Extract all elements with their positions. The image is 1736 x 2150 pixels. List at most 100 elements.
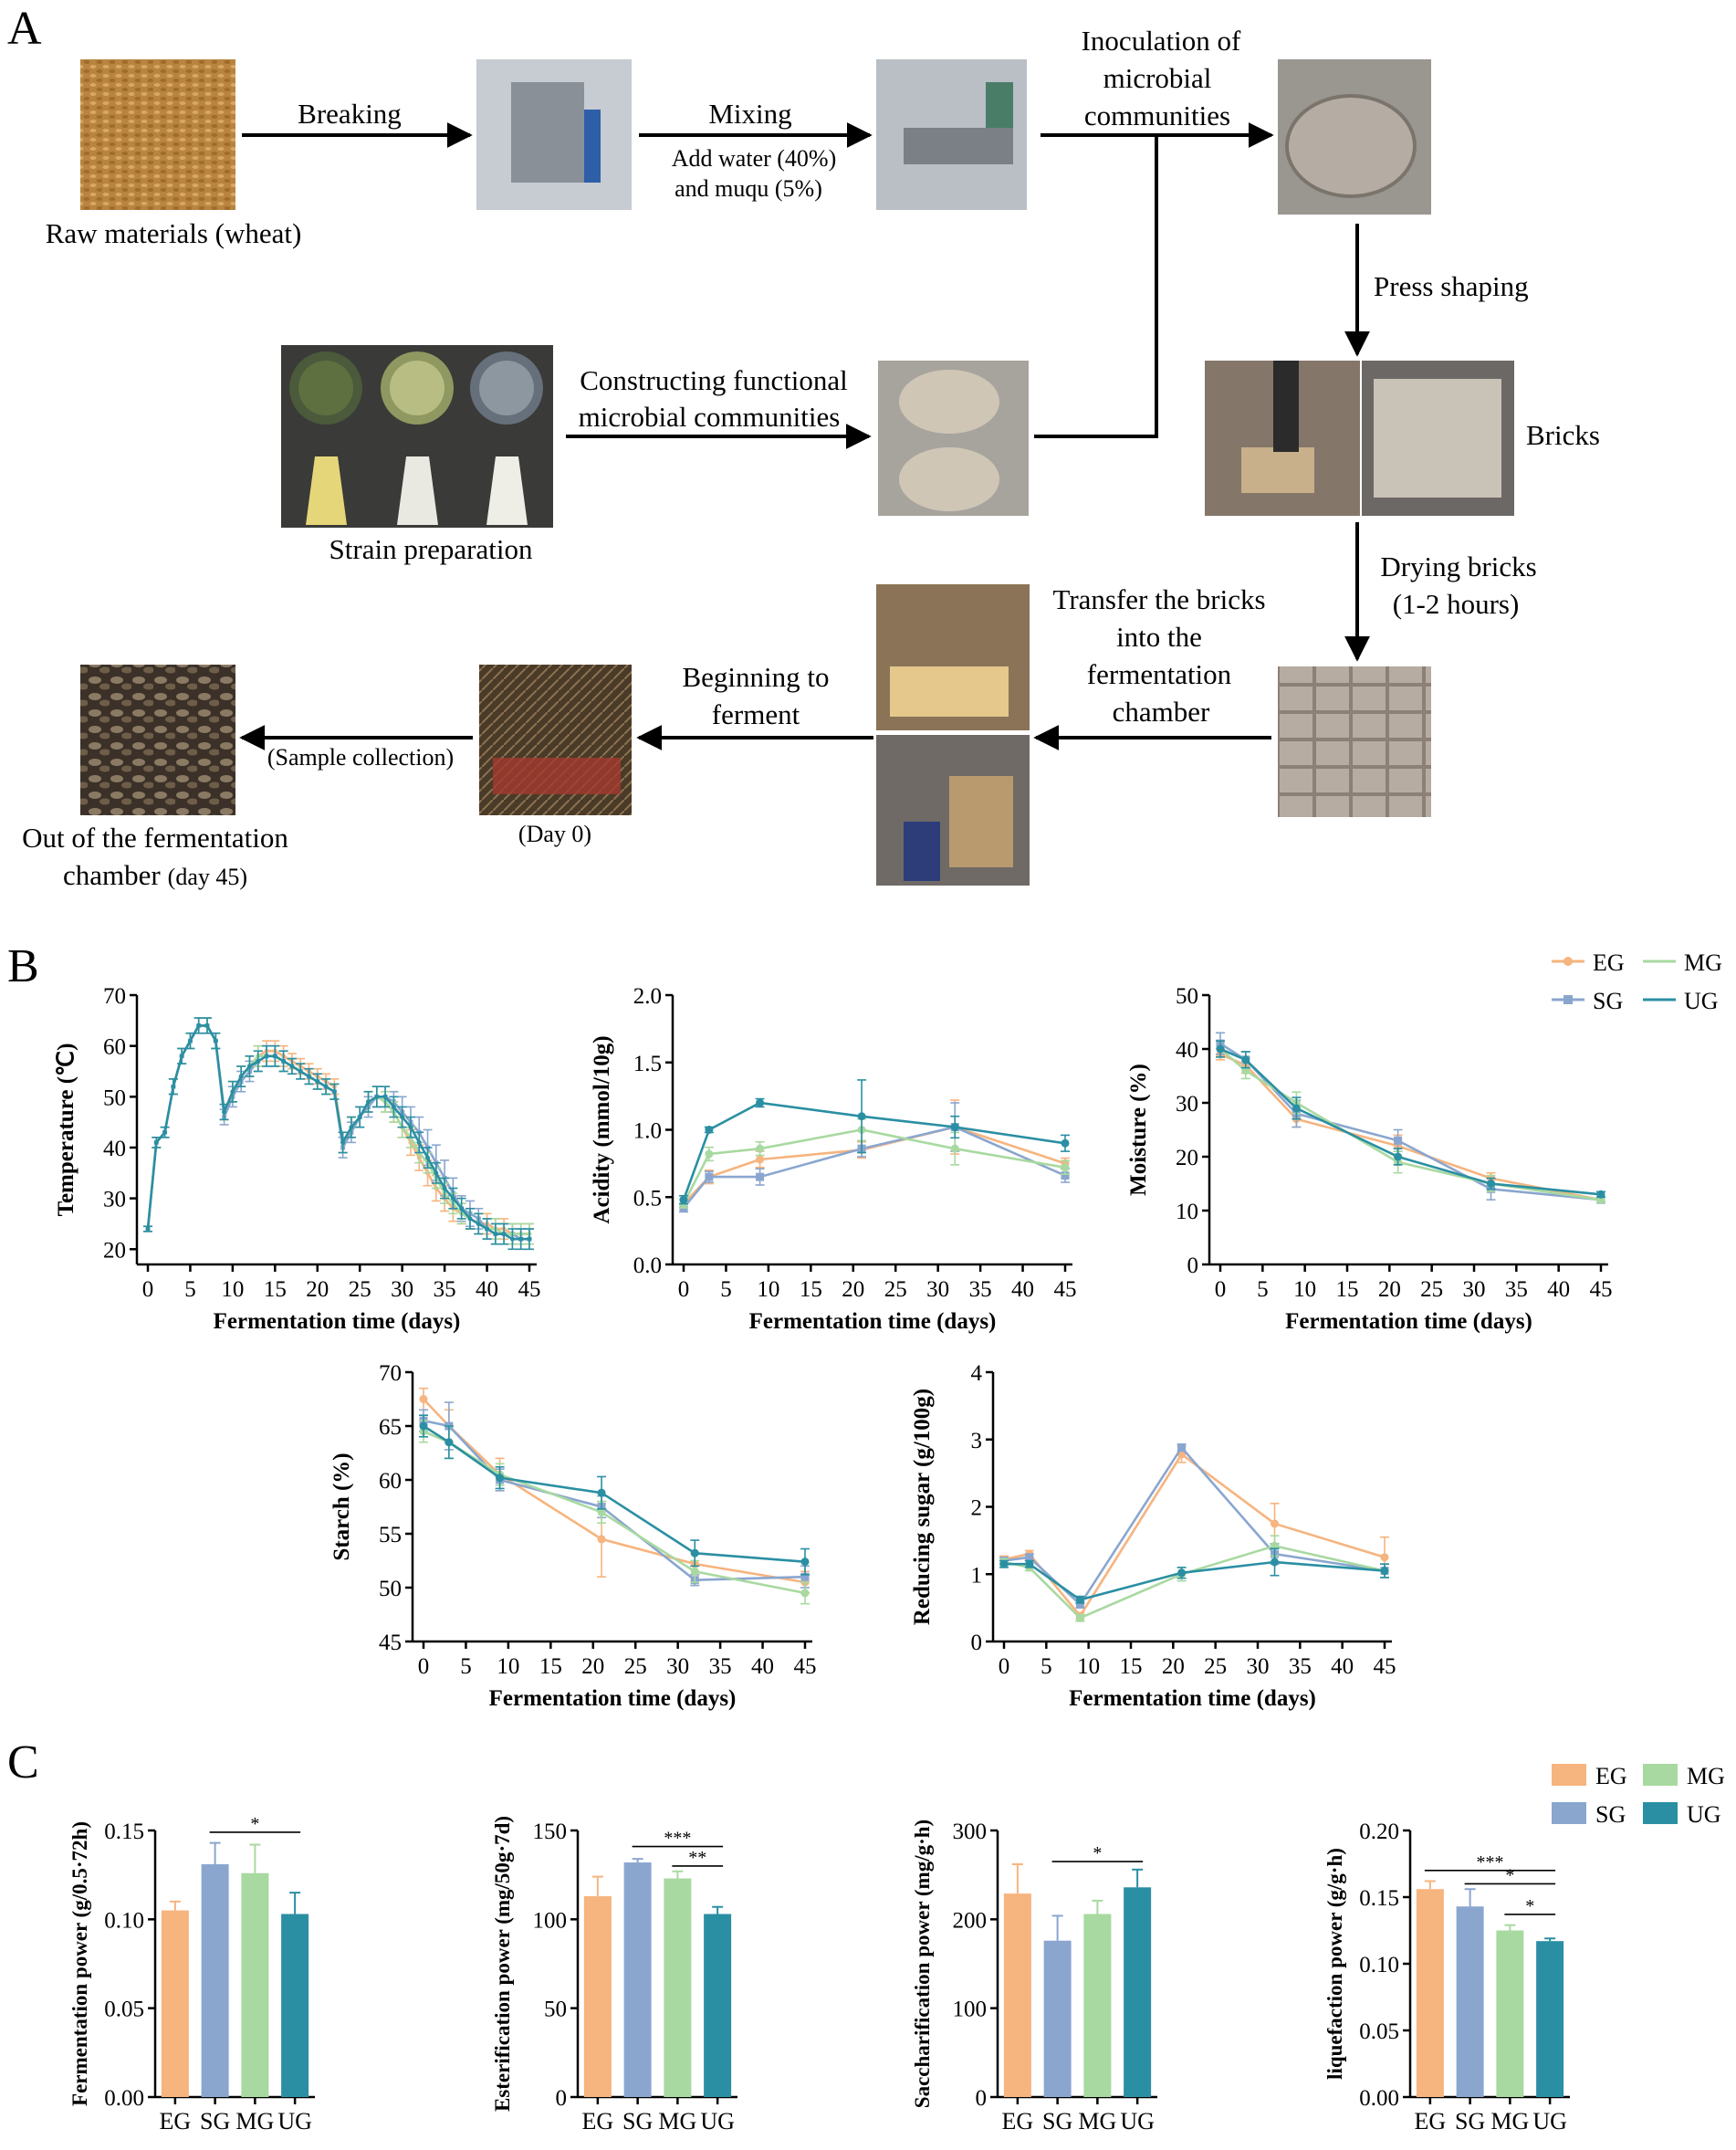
y-tick-label: 0.00: [1359, 2086, 1399, 2111]
data-point: [196, 1023, 202, 1028]
photo-mixing-machine: [876, 59, 1027, 210]
series-line: [1004, 1560, 1386, 1601]
photo-fermentation-start: [479, 665, 632, 815]
data-point: [527, 1236, 532, 1242]
panel-label-c: C: [7, 1736, 39, 1788]
chart-temperature: 20 30 40 50 60 70 Temperature (℃) 0 5 10 15 20 25 30 3…: [54, 984, 541, 1334]
x-tick-label: 25: [349, 1277, 371, 1302]
data-point: [230, 1089, 235, 1095]
bar-sg: [1456, 1906, 1484, 2097]
x-tick-label: 20: [1162, 1654, 1185, 1679]
bar-sg: [623, 1862, 652, 2097]
data-point: [597, 1535, 606, 1544]
legend-c-mg: MG: [1687, 1763, 1725, 1789]
y-tick-label: 20: [103, 1238, 126, 1263]
data-point: [950, 1123, 959, 1132]
series-line: [146, 1024, 529, 1235]
bar-mg: [1496, 1930, 1524, 2097]
data-point: [366, 1099, 371, 1105]
data-point: [153, 1139, 159, 1145]
y-tick-label: 65: [379, 1415, 402, 1440]
data-point: [1075, 1595, 1084, 1604]
data-point: [272, 1054, 277, 1059]
significance-label: ***: [1477, 1852, 1504, 1872]
data-point: [306, 1074, 311, 1079]
chart-reducing-sugar: 0 1 2 3 4 Reducing sugar (g/100g) 0 5 10 15 20 25 30…: [910, 1361, 1396, 1711]
label-sample-collection: (Sample collection): [267, 744, 454, 771]
y-tick-label: 40: [1176, 1038, 1198, 1063]
series-line: [1219, 1048, 1602, 1201]
x-tick-label: EG: [160, 2108, 192, 2134]
label-begin-1: Beginning to: [682, 661, 829, 693]
data-point: [450, 1196, 455, 1201]
y-tick-label: 20: [1176, 1146, 1198, 1170]
label-transfer-3: fermentation: [1087, 658, 1232, 690]
data-point: [756, 1098, 765, 1107]
series-ug: [143, 1017, 534, 1251]
y-tick-label: 1.5: [633, 1052, 662, 1076]
panel-label-b: B: [7, 940, 39, 992]
y-tick-label: 0.15: [104, 1820, 144, 1844]
data-point: [315, 1079, 320, 1085]
x-tick-label: 30: [666, 1654, 689, 1679]
x-tick-label: 30: [926, 1277, 949, 1302]
data-point: [857, 1112, 866, 1121]
bar-ug: [704, 1914, 732, 2097]
x-tick-label: 0: [678, 1277, 690, 1302]
bar-eg: [1003, 1893, 1031, 2097]
x-tick-label: 15: [1120, 1654, 1143, 1679]
series-eg: [999, 1445, 1389, 1620]
y-tick-label: 50: [103, 1085, 126, 1110]
series-line: [1219, 1043, 1602, 1201]
y-axis-title: Acidity (mmol/10g): [590, 1035, 614, 1223]
series-line: [423, 1398, 806, 1584]
x-tick-label: SG: [1455, 2108, 1485, 2134]
photo-press-shaping: [1205, 361, 1360, 516]
bar-ug: [1124, 1887, 1152, 2097]
data-point: [179, 1054, 184, 1059]
series-mg: [999, 1535, 1389, 1622]
x-tick-label: 5: [460, 1654, 472, 1679]
label-out-chamber: chamber: [63, 859, 161, 891]
x-tick-label: 40: [1011, 1277, 1034, 1302]
chart-moisture: 0 10 20 30 40 50 Moisture (%) 0 5 10 15 20 25 30 35 40 4…: [1126, 984, 1613, 1334]
data-point: [408, 1125, 413, 1130]
x-tick-label: UG: [277, 2108, 312, 2134]
label-begin-2: ferment: [712, 698, 800, 730]
data-point: [238, 1074, 244, 1079]
label-transfer-4: chamber: [1113, 696, 1210, 728]
significance-label: **: [688, 1848, 706, 1868]
x-tick-label: 15: [539, 1654, 562, 1679]
data-point: [501, 1232, 507, 1237]
data-point: [1487, 1180, 1496, 1188]
y-tick-label: 4: [971, 1361, 983, 1386]
y-tick-label: 100: [953, 1998, 988, 2022]
series-eg: [143, 1017, 534, 1245]
x-tick-label: 5: [184, 1277, 196, 1302]
x-axis-title: Fermentation time (days): [1285, 1309, 1532, 1334]
series-line: [1219, 1047, 1602, 1196]
photo-bricks: [1362, 361, 1514, 516]
y-tick-label: 10: [1176, 1200, 1198, 1224]
data-point: [331, 1089, 337, 1095]
x-tick-label: 35: [709, 1654, 732, 1679]
y-tick-label: 0: [976, 2086, 988, 2111]
legend-c-sg: SG: [1595, 1801, 1626, 1828]
data-point: [690, 1548, 699, 1557]
x-tick-label: 40: [751, 1654, 774, 1679]
y-tick-label: 200: [953, 1908, 988, 1933]
legend-b-ug: UG: [1684, 988, 1719, 1014]
data-point: [1292, 1104, 1301, 1113]
data-point: [1241, 1055, 1250, 1065]
data-point: [419, 1395, 428, 1403]
x-tick-label: 35: [1289, 1654, 1312, 1679]
y-tick-label: 0.05: [104, 1998, 144, 2022]
y-tick-label: 0: [1187, 1253, 1199, 1278]
data-point: [485, 1226, 490, 1232]
data-point: [382, 1094, 388, 1099]
data-point: [756, 1144, 765, 1153]
y-tick-label: 40: [103, 1137, 126, 1161]
series-eg: [1216, 1048, 1605, 1204]
series-mg: [679, 1117, 1070, 1209]
x-tick-label: 45: [1054, 1277, 1077, 1302]
